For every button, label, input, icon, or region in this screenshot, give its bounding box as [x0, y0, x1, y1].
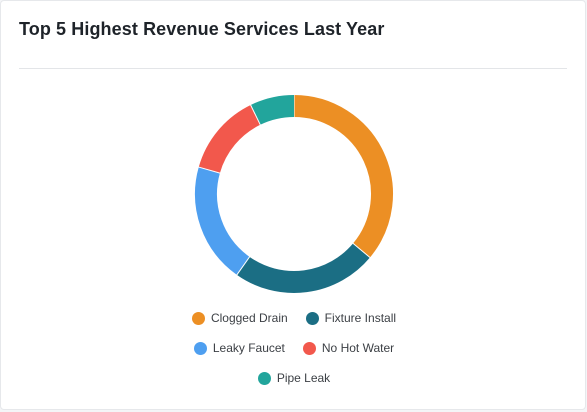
- legend-item-pipe-leak[interactable]: Pipe Leak: [257, 371, 331, 385]
- slice-separator: [197, 166, 221, 174]
- donut-slice-fixture-install[interactable]: [236, 243, 370, 293]
- legend-label: Leaky Faucet: [212, 341, 285, 355]
- legend-swatch-no-hot-water: [302, 341, 316, 355]
- donut-chart: [195, 94, 393, 293]
- donut-slice-clogged-drain[interactable]: [293, 95, 393, 258]
- legend-swatch-fixture-install: [305, 311, 319, 325]
- donut-slice-no-hot-water[interactable]: [198, 105, 261, 174]
- title-divider: [19, 68, 567, 69]
- donut-slice-leaky-faucet[interactable]: [195, 167, 250, 275]
- legend-item-fixture-install[interactable]: Fixture Install: [305, 311, 397, 325]
- legend-row: Pipe Leak: [1, 367, 587, 389]
- legend-label: Pipe Leak: [276, 371, 331, 385]
- card-title: Top 5 Highest Revenue Services Last Year: [19, 19, 385, 39]
- slice-separator: [249, 103, 262, 126]
- slice-separator: [235, 255, 251, 276]
- legend-label: Clogged Drain: [210, 311, 288, 325]
- legend-row: Clogged Drain Fixture Install: [1, 307, 587, 329]
- legend-swatch-pipe-leak: [257, 371, 271, 385]
- legend-label: No Hot Water: [321, 341, 395, 355]
- legend-item-no-hot-water[interactable]: No Hot Water: [302, 341, 395, 355]
- slice-separator: [351, 242, 372, 259]
- legend-item-leaky-faucet[interactable]: Leaky Faucet: [193, 341, 285, 355]
- legend-swatch-clogged-drain: [191, 311, 205, 325]
- legend-item-clogged-drain[interactable]: Clogged Drain: [191, 311, 288, 325]
- legend-row: Leaky Faucet No Hot Water: [1, 337, 587, 359]
- legend-swatch-leaky-faucet: [193, 341, 207, 355]
- donut-slices: [195, 94, 393, 293]
- chart-legend: Clogged Drain Fixture Install Leaky Faucet…: [1, 307, 587, 397]
- donut-slice-pipe-leak[interactable]: [250, 95, 295, 125]
- legend-label: Fixture Install: [324, 311, 397, 325]
